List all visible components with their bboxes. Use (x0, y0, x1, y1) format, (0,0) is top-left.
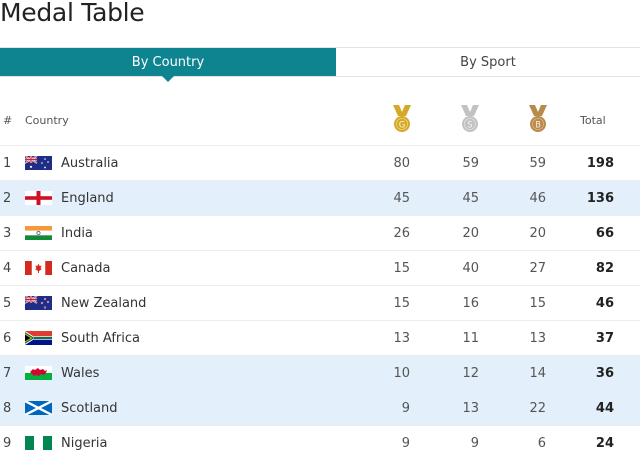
total-count: 24 (595, 435, 614, 451)
rank: 4 (3, 260, 12, 276)
silver-count: 20 (462, 225, 479, 241)
bronze-count: 13 (529, 330, 546, 346)
silver-count: 12 (462, 365, 479, 381)
gold-count: 10 (393, 365, 410, 381)
tab-label: By Country (131, 54, 205, 70)
bronze-count: 20 (529, 225, 546, 241)
gold-medal-icon: G (391, 104, 413, 134)
tab-by-country[interactable]: By Country (0, 48, 336, 82)
country-name[interactable]: Wales (61, 365, 100, 381)
table-row[interactable]: 1 Australia 80 59 59 198 (0, 146, 640, 181)
total-count: 37 (595, 330, 614, 346)
tab-by-sport[interactable]: By Sport (336, 48, 640, 76)
bronze-count: 6 (537, 435, 546, 451)
rank: 1 (3, 155, 12, 171)
bronze-letter: B (535, 120, 541, 130)
table-row[interactable]: 8 Scotland 9 13 22 44 (0, 391, 640, 426)
gold-count: 13 (393, 330, 410, 346)
gold-count: 80 (393, 155, 410, 171)
gold-count: 26 (393, 225, 410, 241)
silver-count: 40 (462, 260, 479, 276)
table-row[interactable]: 7 Wales 10 12 14 36 (0, 356, 640, 391)
bronze-count: 14 (529, 365, 546, 381)
bronze-count: 46 (529, 190, 546, 206)
total-count: 44 (595, 400, 614, 416)
silver-letter: S (467, 120, 472, 130)
page-title: Medal Table (0, 0, 145, 27)
gold-count: 9 (401, 400, 410, 416)
silver-count: 16 (462, 295, 479, 311)
rank: 9 (3, 435, 12, 451)
total-count: 136 (586, 190, 614, 206)
rank-header: # (3, 113, 13, 127)
total-count: 36 (595, 365, 614, 381)
gold-count: 15 (393, 260, 410, 276)
gold-count: 9 (401, 435, 410, 451)
england-flag-icon (25, 181, 52, 215)
nigeria-flag-icon (25, 426, 52, 458)
total-count: 198 (586, 155, 614, 171)
silver-count: 59 (462, 155, 479, 171)
scotland-flag-icon (25, 391, 52, 425)
medal-table: # Country G S B (0, 95, 640, 458)
gold-count: 15 (393, 295, 410, 311)
canada-flag-icon (25, 251, 52, 285)
bronze-medal-icon: B (527, 104, 549, 134)
country-name[interactable]: South Africa (61, 330, 140, 346)
silver-count: 13 (462, 400, 479, 416)
rank: 8 (3, 400, 12, 416)
rank: 3 (3, 225, 12, 241)
country-name[interactable]: New Zealand (61, 295, 147, 311)
gold-count: 45 (393, 190, 410, 206)
table-row[interactable]: 3 India 26 20 20 66 (0, 216, 640, 251)
bronze-count: 22 (529, 400, 546, 416)
rank: 5 (3, 295, 12, 311)
view-tabs: By Country By Sport (0, 47, 640, 82)
total-header: Total (580, 113, 606, 127)
bronze-count: 59 (529, 155, 546, 171)
table-header: # Country G S B (0, 95, 640, 146)
country-name[interactable]: England (61, 190, 114, 206)
tab-label: By Sport (460, 54, 516, 70)
wales-flag-icon (25, 356, 52, 390)
total-count: 82 (595, 260, 614, 276)
gold-letter: G (399, 120, 406, 130)
table-row[interactable]: 2 England 45 45 46 136 (0, 181, 640, 216)
country-name[interactable]: Scotland (61, 400, 118, 416)
table-row[interactable]: 6 South Africa 13 11 13 37 (0, 321, 640, 356)
country-name[interactable]: Nigeria (61, 435, 108, 451)
country-name[interactable]: Canada (61, 260, 111, 276)
bronze-count: 15 (529, 295, 546, 311)
silver-medal-icon: S (459, 104, 481, 134)
india-flag-icon (25, 216, 52, 250)
bronze-count: 27 (529, 260, 546, 276)
total-count: 46 (595, 295, 614, 311)
table-row[interactable]: 4 Canada 15 40 27 82 (0, 251, 640, 286)
rank: 7 (3, 365, 12, 381)
silver-count: 45 (462, 190, 479, 206)
silver-count: 11 (462, 330, 479, 346)
table-row[interactable]: 9 Nigeria 9 9 6 24 (0, 426, 640, 458)
silver-count: 9 (470, 435, 479, 451)
table-row[interactable]: 5 New Zealand 15 16 15 46 (0, 286, 640, 321)
country-header: Country (25, 113, 69, 127)
country-name[interactable]: Australia (61, 155, 119, 171)
south-africa-flag-icon (25, 321, 52, 355)
new-zealand-flag-icon (25, 286, 52, 320)
total-count: 66 (595, 225, 614, 241)
country-name[interactable]: India (61, 225, 93, 241)
rank: 6 (3, 330, 12, 346)
australia-flag-icon (25, 146, 52, 180)
rank: 2 (3, 190, 12, 206)
